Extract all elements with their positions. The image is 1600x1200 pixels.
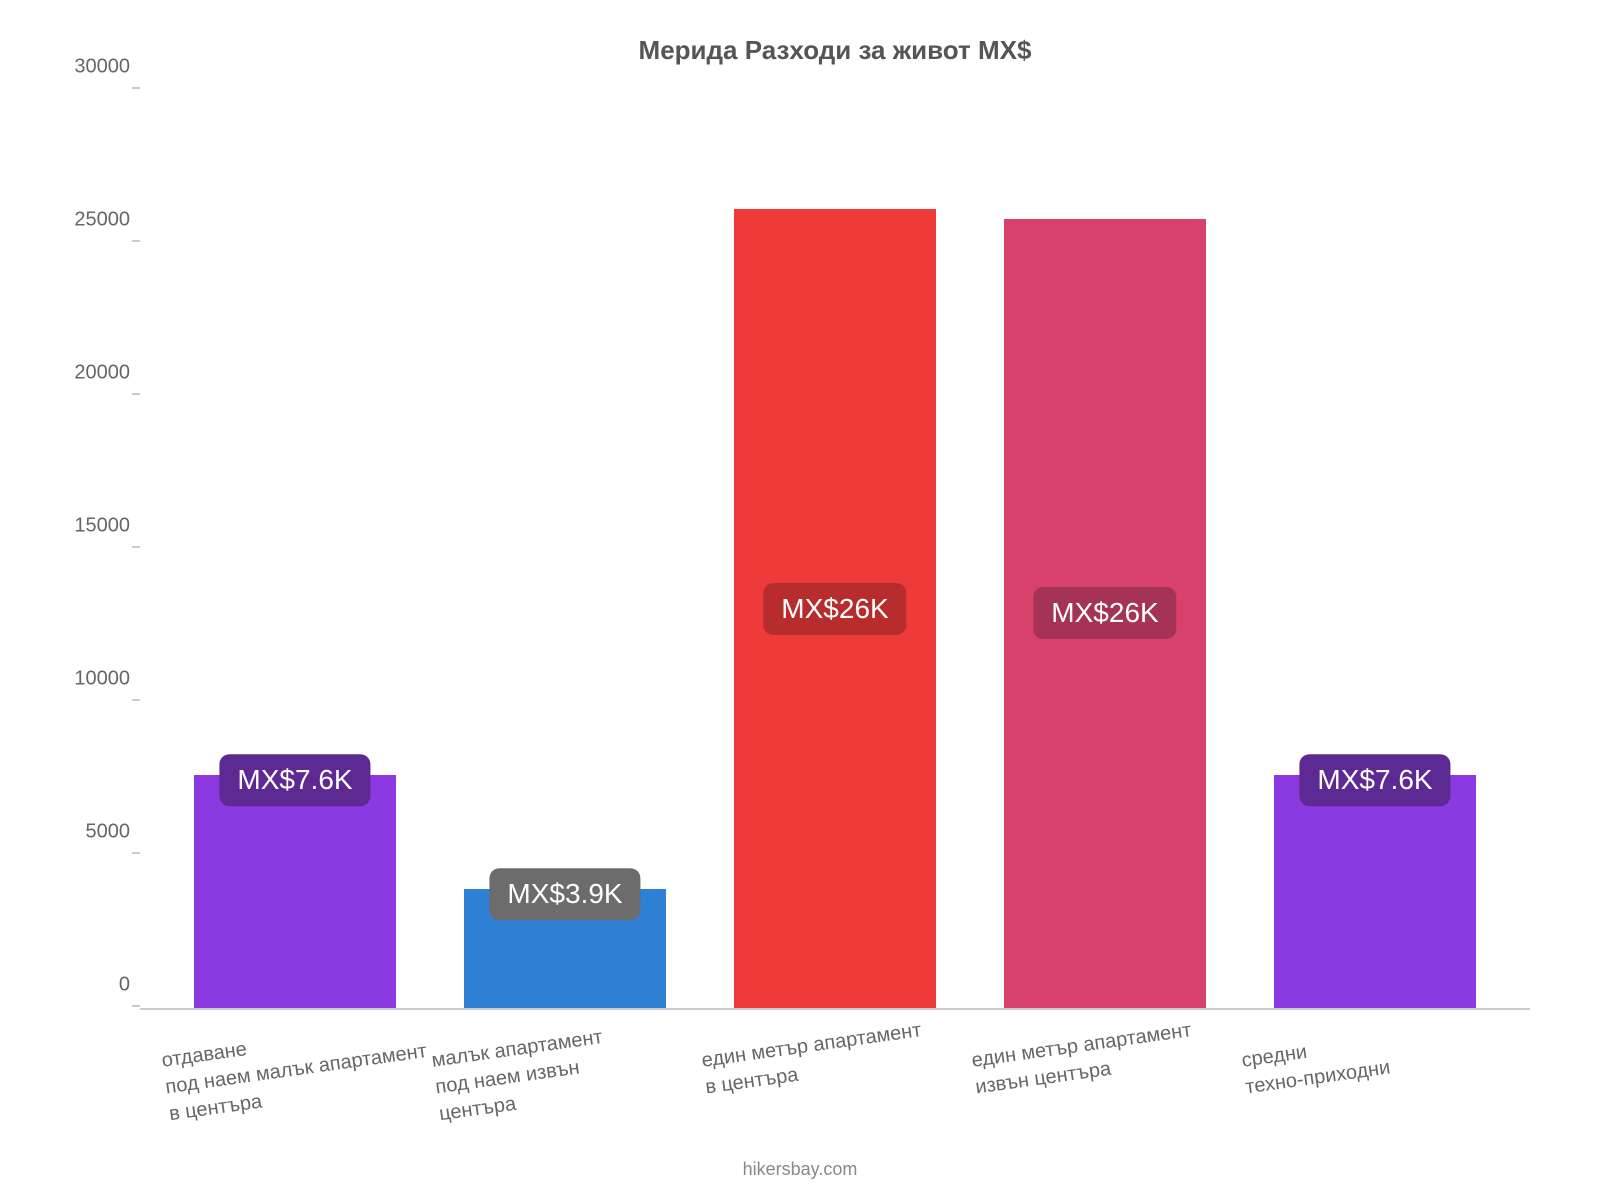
- plot-area: 050001000015000200002500030000 MX$7.6KMX…: [140, 90, 1530, 1010]
- x-label-slot: отдаване под наем малък апартамент в цен…: [160, 1040, 430, 1140]
- y-tick-mark: [132, 1005, 140, 1007]
- bar-slot: MX$7.6K: [1240, 90, 1510, 1008]
- chart-title: Мерида Разходи за живот MX$: [140, 35, 1530, 66]
- bar-value-badge: MX$26K: [763, 583, 906, 635]
- bar-value-badge: MX$3.9K: [489, 868, 640, 920]
- y-tick-mark: [132, 87, 140, 89]
- y-tick-label: 5000: [70, 821, 130, 844]
- y-tick-mark: [132, 393, 140, 395]
- bar-slot: MX$7.6K: [160, 90, 430, 1008]
- x-axis-label: отдаване под наем малък апартамент в цен…: [160, 1011, 432, 1128]
- x-axis-labels: отдаване под наем малък апартамент в цен…: [140, 1040, 1530, 1140]
- bar-slot: MX$3.9K: [430, 90, 700, 1008]
- x-axis-label: един метър апартамент в центъра: [700, 1017, 927, 1101]
- x-axis-label: един метър апартамент извън центъра: [970, 1017, 1197, 1101]
- y-tick-mark: [132, 699, 140, 701]
- x-axis-label: средни техно-приходни: [1240, 1028, 1392, 1102]
- y-tick-label: 10000: [70, 668, 130, 691]
- x-label-slot: един метър апартамент извън центъра: [970, 1040, 1240, 1140]
- y-tick-mark: [132, 852, 140, 854]
- bar: MX$26K: [1004, 219, 1207, 1008]
- bar: MX$7.6K: [194, 775, 397, 1008]
- y-tick-label: 25000: [70, 209, 130, 232]
- y-tick-mark: [132, 546, 140, 548]
- chart-container: Мерида Разходи за живот MX$ 050001000015…: [0, 0, 1600, 1200]
- chart-credit: hikersbay.com: [0, 1159, 1600, 1180]
- y-tick-label: 15000: [70, 515, 130, 538]
- y-tick-label: 0: [70, 974, 130, 997]
- bar: MX$3.9K: [464, 889, 667, 1008]
- x-label-slot: средни техно-приходни: [1240, 1040, 1510, 1140]
- bar: MX$26K: [734, 209, 937, 1008]
- bar-slot: MX$26K: [970, 90, 1240, 1008]
- y-tick-label: 20000: [70, 362, 130, 385]
- x-axis-label: малък апартамент под наем извън центъра: [430, 1024, 612, 1128]
- y-tick-label: 30000: [70, 56, 130, 79]
- y-tick-mark: [132, 240, 140, 242]
- bars-group: MX$7.6K MX$3.9K MX$26K MX$26K MX$7.6K: [140, 90, 1530, 1008]
- x-label-slot: малък апартамент под наем извън центъра: [430, 1040, 700, 1140]
- bar-value-badge: MX$7.6K: [219, 755, 370, 807]
- bar-value-badge: MX$7.6K: [1299, 755, 1450, 807]
- bar: MX$7.6K: [1274, 775, 1477, 1008]
- bar-value-badge: MX$26K: [1033, 587, 1176, 639]
- x-label-slot: един метър апартамент в центъра: [700, 1040, 970, 1140]
- bar-slot: MX$26K: [700, 90, 970, 1008]
